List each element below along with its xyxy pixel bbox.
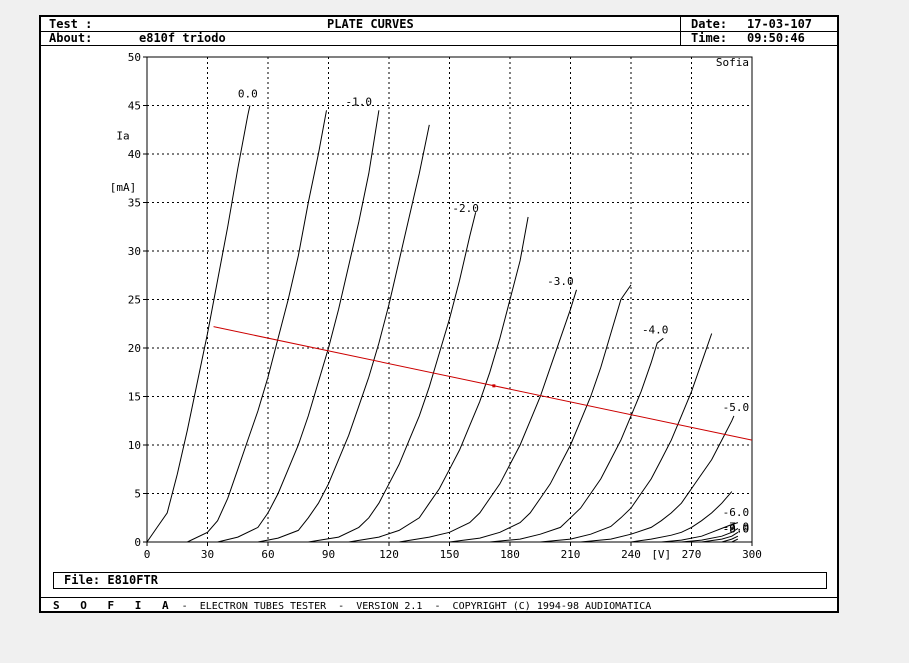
y-tick-label: 20: [128, 342, 141, 355]
header-divider: [41, 31, 837, 32]
about-label: About:: [49, 31, 93, 45]
sofia-watermark: Sofia: [716, 56, 749, 69]
y-axis-label: Ia: [116, 129, 129, 142]
operating-point: [492, 384, 496, 388]
plate-curve-5: [348, 216, 529, 543]
header-bottom-border: [41, 45, 837, 46]
x-tick-label: 60: [261, 548, 274, 561]
x-tick-label: 270: [682, 548, 702, 561]
y-tick-label: 30: [128, 245, 141, 258]
time-label: Time:: [691, 31, 728, 45]
curve-label: -1.0: [346, 96, 373, 109]
plate-curve-9: [540, 333, 713, 543]
x-tick-label: 0: [144, 548, 151, 561]
plate-curve-0: [146, 105, 251, 543]
y-tick-label: 50: [128, 51, 141, 64]
x-tick-label: 180: [500, 548, 520, 561]
file-label: File:: [64, 573, 101, 587]
plate-curve-16: [731, 538, 739, 543]
y-tick-label: 5: [134, 488, 141, 501]
x-tick-label: 240: [621, 548, 641, 561]
plate-curve-2: [217, 110, 380, 543]
curve-label: -6.0: [723, 506, 750, 519]
plate-curve-6: [399, 289, 577, 543]
curve-label: -9.0: [723, 522, 750, 535]
y-tick-label: 25: [128, 294, 141, 307]
curve-label: -7.0: [723, 520, 750, 533]
y-tick-label: 10: [128, 439, 141, 452]
footer-text: - ELECTRON TUBES TESTER - VERSION 2.1 - …: [175, 601, 652, 612]
x-tick-label: 90: [322, 548, 335, 561]
plate-curve-7: [449, 284, 632, 543]
page-title: PLATE CURVES: [327, 17, 414, 31]
y-tick-label: 45: [128, 100, 141, 113]
curve-label: -8.0: [723, 522, 750, 535]
time-value: 09:50:46: [747, 31, 805, 45]
plate-curve-8: [489, 337, 664, 543]
file-value: E810FTR: [107, 573, 158, 587]
footer-brand: S O F I A: [53, 599, 176, 612]
plate-curve-15: [721, 535, 739, 543]
y-tick-label: 15: [128, 391, 141, 404]
x-tick-label: 30: [201, 548, 214, 561]
header-separator-left: [680, 17, 681, 46]
curve-label: 0.0: [238, 88, 258, 101]
curve-label: -5.0: [723, 401, 750, 414]
plate-curve-14: [701, 531, 739, 543]
file-field: File: E810FTR: [53, 572, 827, 589]
y-axis-unit: [mA]: [110, 181, 137, 194]
x-axis-label: [V]: [651, 548, 671, 561]
app-window: Test : PLATE CURVES Date: 17-03-107 Abou…: [39, 15, 839, 613]
x-tick-label: 150: [440, 548, 460, 561]
plate-curve-10: [580, 415, 735, 543]
x-tick-label: 210: [561, 548, 581, 561]
plate-curve-3: [257, 124, 430, 543]
curve-label: -2.0: [452, 202, 479, 215]
footer-bar: S O F I A - ELECTRON TUBES TESTER - VERS…: [41, 597, 837, 613]
x-tick-label: 120: [379, 548, 399, 561]
x-tick-label: 300: [742, 548, 762, 561]
about-value: e810f triodo: [139, 31, 226, 45]
load-line: [213, 326, 753, 441]
test-label: Test :: [49, 17, 93, 31]
y-tick-label: 35: [128, 197, 141, 210]
plate-curve-1: [187, 110, 327, 543]
plate-curve-4: [308, 212, 477, 543]
date-label: Date:: [691, 17, 728, 31]
curve-label: -4.0: [642, 323, 669, 336]
plate-curves-chart: 0 30 60 90 120 150 180 210 240 270 300 0 5 10 15 20 25 30…: [110, 51, 762, 561]
plate-curve-13: [681, 527, 739, 543]
y-tick-label: 0: [134, 536, 141, 549]
y-tick-label: 40: [128, 148, 141, 161]
curve-label: -3.0: [547, 275, 574, 288]
plate-curve-11: [630, 491, 733, 543]
date-value: 17-03-107: [747, 17, 813, 31]
plate-curve-12: [661, 522, 739, 543]
